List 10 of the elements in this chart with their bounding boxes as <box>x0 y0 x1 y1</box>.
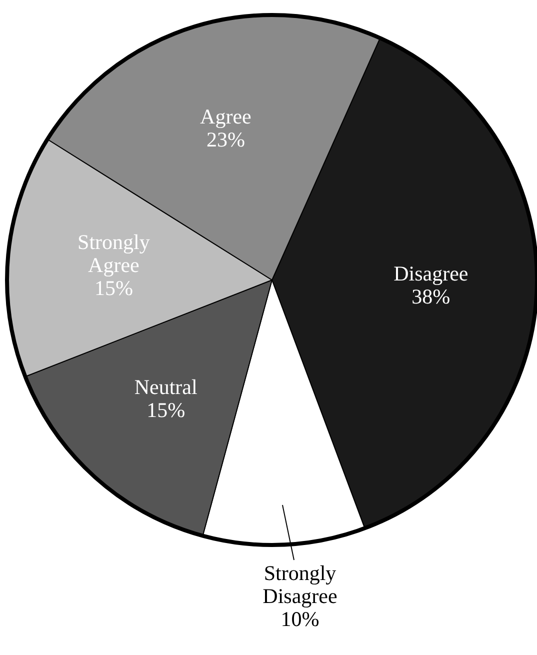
slice-label: Strongly Agree <box>78 230 150 278</box>
slice-label: Strongly Disagree <box>262 561 338 608</box>
data-label: 15% <box>94 276 133 300</box>
data-label: 15% <box>146 398 186 422</box>
slice-label: Disagree <box>394 261 468 286</box>
data-label: 23% <box>206 127 245 152</box>
slice-label: Agree <box>200 104 252 128</box>
data-label: 38% <box>412 284 450 308</box>
slice-label: Neutral <box>134 374 198 399</box>
data-label: 10% <box>280 607 320 631</box>
